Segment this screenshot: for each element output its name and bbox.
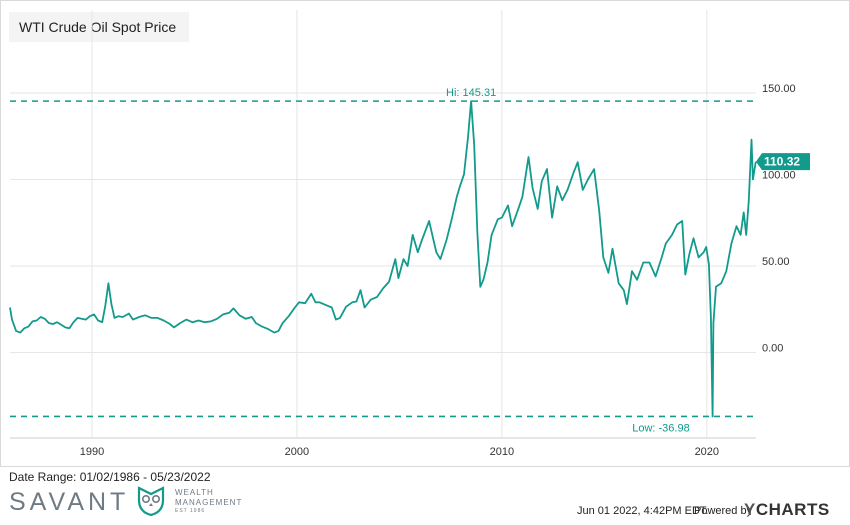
y-tick-label: 100.00 xyxy=(762,170,796,182)
y-tick-label: 150.00 xyxy=(762,83,796,95)
powered-by-text: Powered by xyxy=(694,505,753,517)
y-tick-label: 50.00 xyxy=(762,256,790,268)
y-tick-label: 0.00 xyxy=(762,343,783,355)
owl-logo-icon xyxy=(137,486,165,516)
chart-title: WTI Crude Oil Spot Price xyxy=(19,19,177,35)
savant-logo-wordmark: SAVANT xyxy=(9,488,130,516)
x-tick-label: 2000 xyxy=(285,446,309,458)
ycharts-logo-initial: Y xyxy=(744,500,756,519)
savant-logo-est: EST 1986 xyxy=(175,508,206,514)
last-value-badge xyxy=(756,153,810,171)
low-annotation-label: Low: -36.98 xyxy=(632,422,689,434)
high-annotation-label: Hi: 145.31 xyxy=(446,87,496,99)
series-line xyxy=(9,100,757,418)
savant-logo-tagline: WEALTH MANAGEMENT xyxy=(175,488,243,507)
x-tick-label: 2010 xyxy=(490,446,514,458)
date-range-text: Date Range: 01/02/1986 - 05/23/2022 xyxy=(9,470,211,484)
x-tick-label: 2020 xyxy=(695,446,719,458)
chart-title-box: WTI Crude Oil Spot Price xyxy=(9,12,189,42)
chart-area: 0.00 50.00 100.00 150.00 1990 2000 2010 2020 Hi:… xyxy=(9,10,810,458)
ycharts-logo[interactable]: YCHARTS xyxy=(744,500,830,520)
ycharts-logo-text: CHARTS xyxy=(755,500,830,519)
last-value-label: 110.32 xyxy=(764,155,800,169)
x-tick-label: 1990 xyxy=(80,446,104,458)
footer-timestamp: Jun 01 2022, 4:42PM EDT. xyxy=(577,505,709,517)
